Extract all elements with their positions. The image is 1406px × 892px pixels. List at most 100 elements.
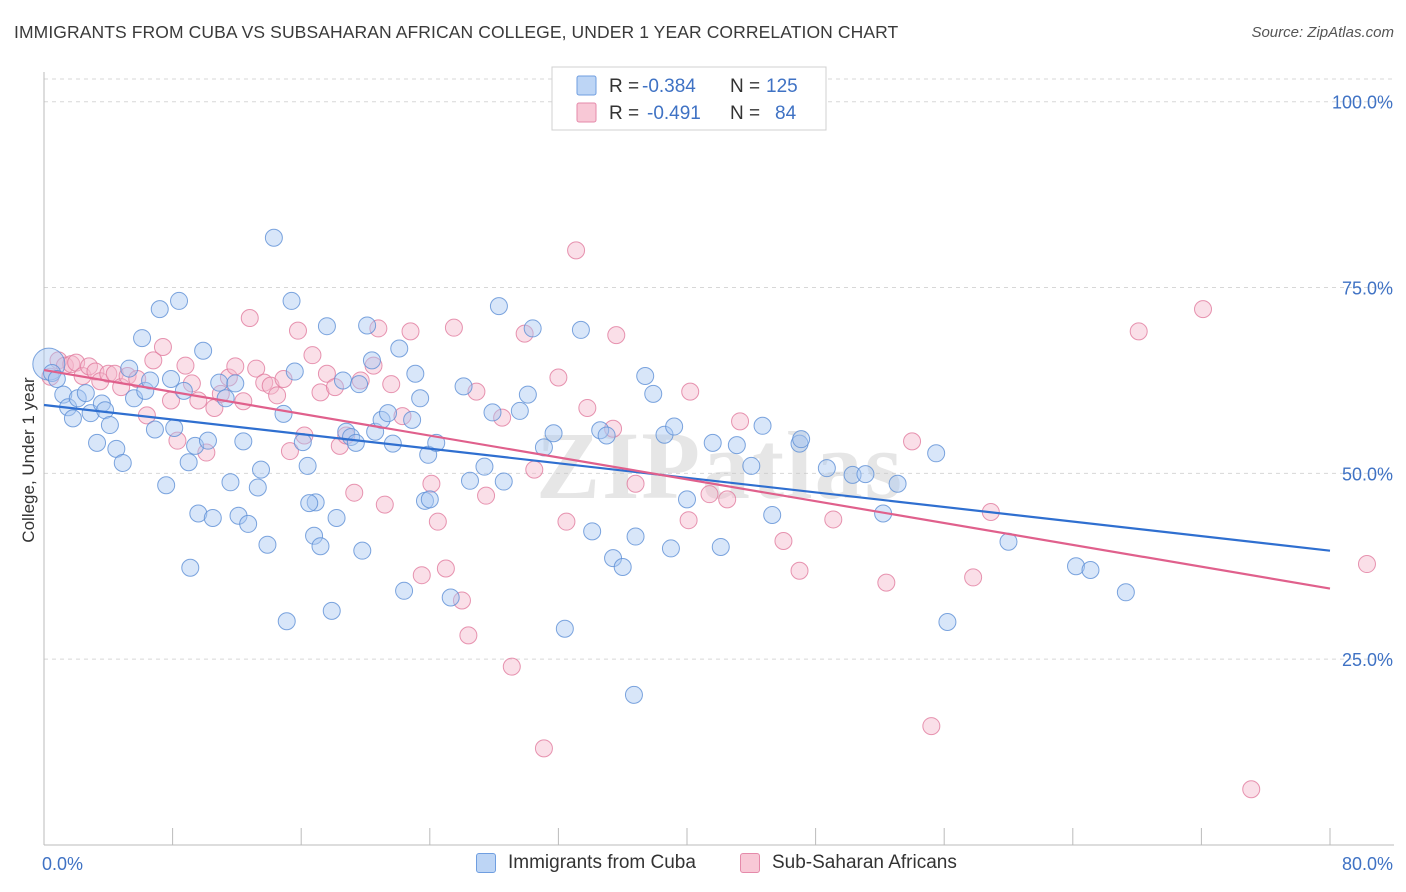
cuba-point — [938, 613, 957, 632]
cuba-point — [350, 375, 369, 394]
cuba-point — [322, 601, 341, 620]
cuba-point — [406, 364, 425, 383]
subsaharan-point — [311, 383, 330, 402]
legend-box — [551, 66, 827, 131]
cuba-point — [403, 410, 422, 429]
cuba-point — [544, 424, 563, 443]
grid-layer — [44, 78, 1394, 660]
cuba-point — [518, 385, 537, 404]
cuba-point — [317, 317, 336, 336]
cuba-point — [216, 389, 235, 408]
legend-r-value-pink: -0.491 — [647, 103, 701, 124]
x-tick-label: 0.0% — [42, 854, 83, 874]
cuba-point — [305, 526, 324, 545]
cuba-point — [523, 319, 542, 338]
subsaharan-point — [144, 351, 163, 370]
cuba-point — [47, 369, 66, 388]
trend-line-subsaharan — [43, 368, 1331, 590]
cuba-point — [198, 431, 217, 450]
y-tick-label: 75.0% — [1342, 279, 1393, 299]
y-tick-label: 100.0% — [1332, 93, 1393, 113]
cuba-point — [333, 371, 352, 390]
cuba-point — [460, 471, 479, 490]
y-axis-label: College, Under 1 year — [19, 377, 38, 543]
subsaharan-point — [964, 568, 983, 587]
cuba-point — [927, 444, 946, 463]
cuba-point — [210, 373, 229, 392]
subsaharan-point — [534, 739, 553, 758]
subsaharan-point — [268, 386, 287, 405]
trend-line-cuba — [43, 403, 1331, 552]
source-label: Source: ZipAtlas.com — [1251, 24, 1394, 41]
subsaharan-point — [345, 483, 364, 502]
cuba-point — [475, 457, 494, 476]
subsaharan-point — [567, 241, 586, 260]
cuba-point — [494, 472, 513, 491]
cuba-point — [644, 384, 663, 403]
cuba-point — [624, 685, 643, 704]
cuba-point — [264, 228, 283, 247]
cuba-point — [282, 291, 301, 310]
cuba-point — [362, 351, 381, 370]
cuba-point — [379, 404, 398, 423]
subsaharan-point — [549, 368, 568, 387]
legend-bottom: Immigrants from Cuba Sub-Saharan African… — [0, 852, 1406, 878]
subsaharan-point — [240, 309, 259, 328]
legend-label-cuba: Immigrants from Cuba — [508, 852, 696, 873]
cuba-point — [711, 537, 730, 556]
cuba-point — [145, 420, 164, 439]
subsaharan-point — [1129, 322, 1148, 341]
cuba-point — [179, 453, 198, 472]
cuba-point — [1067, 557, 1086, 576]
subsaharan-point — [502, 657, 521, 676]
cuba-point — [411, 389, 430, 408]
subsaharan-point — [903, 432, 922, 451]
subsaharan-point — [607, 326, 626, 345]
cuba-point — [613, 558, 632, 577]
legend-item-cuba: Immigrants from Cuba — [476, 852, 696, 874]
cuba-point — [763, 505, 782, 524]
cuba-point — [161, 369, 180, 388]
subsaharan-point — [436, 559, 455, 578]
cuba-point — [258, 535, 277, 554]
subsaharan-point — [824, 510, 843, 529]
legend-n-label-blue: N = — [730, 76, 760, 97]
cuba-point — [311, 537, 330, 556]
subsaharan-point — [525, 460, 544, 479]
subsaharan-point — [234, 392, 253, 411]
cuba-point — [285, 362, 304, 381]
cuba-point — [888, 474, 907, 493]
subsaharan-point — [247, 359, 266, 378]
cuba-point — [203, 508, 222, 527]
cuba-point — [353, 541, 372, 560]
legend-item-subsaharan: Sub-Saharan Africans — [740, 852, 957, 874]
cuba-point — [678, 490, 696, 509]
cuba-point — [157, 476, 176, 495]
cuba-point — [100, 416, 119, 435]
cuba-point — [63, 409, 82, 428]
subsaharan-point — [382, 375, 401, 394]
subsaharan-point — [604, 419, 623, 438]
cuba-point — [277, 612, 296, 631]
cuba-point — [239, 514, 258, 533]
x-tick-label: 80.0% — [1342, 854, 1393, 874]
cuba-point — [427, 433, 446, 452]
subsaharan-point — [412, 566, 431, 585]
cuba-point — [489, 297, 508, 316]
subsaharan-point — [317, 364, 336, 383]
cuba-point — [483, 403, 502, 422]
cuba-point — [843, 465, 862, 484]
subsaharan-point — [280, 442, 299, 461]
cuba-point — [88, 433, 107, 452]
cuba-point — [306, 493, 325, 512]
legend-r-value-blue: -0.384 — [642, 76, 696, 97]
subsaharan-point — [477, 486, 496, 505]
subsaharan-point — [428, 512, 447, 531]
subsaharan-point — [790, 561, 809, 580]
cuba-point — [583, 522, 602, 541]
cuba-point — [221, 473, 240, 492]
subsaharan-point — [1357, 555, 1376, 574]
cuba-point — [727, 436, 746, 455]
cuba-point — [274, 404, 293, 423]
